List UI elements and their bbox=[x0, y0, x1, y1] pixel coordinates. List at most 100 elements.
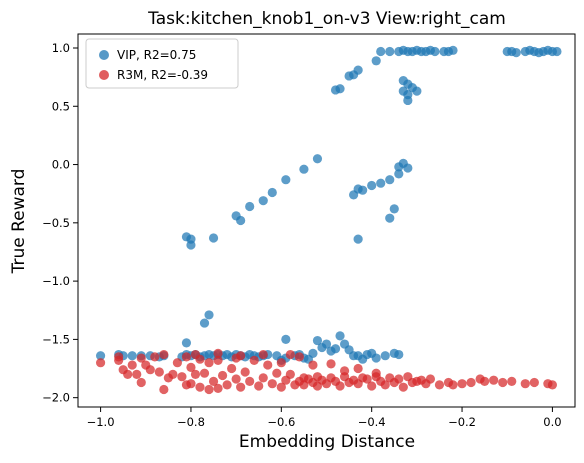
data-point-r3m bbox=[326, 359, 336, 369]
data-point-r3m bbox=[186, 379, 196, 389]
data-point-r3m bbox=[398, 382, 408, 392]
data-point-vip bbox=[353, 234, 363, 244]
data-point-vip bbox=[376, 178, 386, 188]
data-point-r3m bbox=[245, 376, 255, 386]
data-point-r3m bbox=[353, 363, 363, 374]
data-point-vip bbox=[371, 353, 381, 363]
data-point-r3m bbox=[258, 373, 268, 383]
data-point-vip bbox=[430, 46, 440, 57]
data-point-r3m bbox=[371, 368, 381, 378]
data-point-vip bbox=[394, 349, 404, 360]
data-point-vip bbox=[236, 215, 246, 226]
data-point-vip bbox=[403, 163, 413, 173]
data-point-r3m bbox=[159, 384, 169, 395]
data-point-r3m bbox=[272, 368, 282, 378]
data-point-vip bbox=[448, 45, 458, 55]
data-point-r3m bbox=[227, 363, 237, 374]
x-tick-label: −1.0 bbox=[87, 415, 115, 429]
legend-marker-vip bbox=[99, 50, 109, 60]
y-axis-ticks: −2.0 −1.5 −1.0 −0.5 0.0 0.5 1.0 bbox=[42, 41, 78, 405]
data-point-r3m bbox=[240, 367, 250, 377]
data-point-vip bbox=[335, 84, 345, 94]
data-point-r3m bbox=[339, 366, 350, 376]
data-point-vip bbox=[376, 46, 386, 57]
data-point-r3m bbox=[285, 369, 295, 379]
data-point-vip bbox=[312, 335, 323, 346]
x-tick-label: 0.0 bbox=[543, 415, 561, 429]
data-point-r3m bbox=[294, 352, 304, 362]
data-point-r3m bbox=[177, 372, 187, 382]
data-point-vip bbox=[511, 48, 521, 58]
data-point-r3m bbox=[154, 367, 164, 377]
data-point-vip bbox=[358, 185, 368, 195]
legend-label-vip: VIP, R2=0.75 bbox=[117, 48, 196, 62]
data-point-vip bbox=[204, 310, 214, 320]
chart-title: Task:kitchen_knob1_on-v3 View:right_cam bbox=[147, 9, 506, 29]
data-point-vip bbox=[385, 175, 395, 185]
data-point-r3m bbox=[367, 381, 377, 391]
axes-frame bbox=[77, 33, 576, 408]
data-point-vip bbox=[312, 154, 323, 164]
data-point-vip bbox=[552, 46, 562, 57]
data-point-vip bbox=[389, 204, 399, 214]
data-point-r3m bbox=[222, 380, 232, 390]
data-point-r3m bbox=[114, 352, 124, 362]
data-point-vip bbox=[403, 95, 413, 106]
data-point-r3m bbox=[308, 360, 318, 370]
y-tick-label: 0.0 bbox=[52, 158, 70, 172]
data-point-vip bbox=[127, 351, 137, 361]
data-point-vip bbox=[95, 351, 106, 361]
data-point-r3m bbox=[236, 351, 246, 361]
data-point-r3m bbox=[231, 374, 241, 384]
legend-frame bbox=[85, 38, 239, 89]
y-tick-label: −2.0 bbox=[42, 391, 70, 405]
data-point-r3m bbox=[199, 368, 210, 378]
data-point-r3m bbox=[190, 369, 201, 379]
data-point-vip bbox=[330, 344, 341, 354]
data-point-r3m bbox=[362, 374, 372, 384]
data-point-r3m bbox=[159, 349, 169, 360]
y-tick-label: −0.5 bbox=[42, 216, 70, 230]
x-tick-label: −0.4 bbox=[358, 415, 386, 429]
data-point-vip bbox=[299, 164, 309, 174]
x-tick-label: −0.6 bbox=[267, 415, 295, 429]
data-point-r3m bbox=[136, 353, 146, 363]
data-point-vip bbox=[308, 348, 318, 358]
data-point-r3m bbox=[258, 349, 268, 360]
data-point-r3m bbox=[335, 381, 345, 391]
data-point-vip bbox=[394, 169, 404, 179]
data-point-r3m bbox=[150, 352, 160, 362]
data-point-r3m bbox=[123, 369, 133, 379]
legend: VIP, R2=0.75 R3M, R2=-0.39 bbox=[85, 38, 239, 89]
data-point-r3m bbox=[276, 382, 286, 392]
data-point-r3m bbox=[195, 382, 205, 392]
data-points bbox=[95, 45, 562, 395]
y-axis-label: True Reward bbox=[9, 169, 29, 275]
data-point-r3m bbox=[267, 379, 277, 389]
data-point-r3m bbox=[466, 377, 476, 388]
data-point-vip bbox=[371, 56, 381, 66]
data-point-r3m bbox=[276, 358, 286, 368]
data-point-vip bbox=[199, 318, 210, 328]
data-point-vip bbox=[412, 86, 422, 96]
data-point-vip bbox=[208, 233, 219, 243]
data-point-r3m bbox=[285, 349, 295, 360]
data-point-r3m bbox=[249, 355, 259, 365]
data-point-r3m bbox=[394, 374, 404, 384]
data-point-r3m bbox=[520, 379, 530, 389]
data-point-r3m bbox=[236, 382, 246, 392]
legend-label-r3m: R3M, R2=-0.39 bbox=[117, 68, 208, 82]
data-point-r3m bbox=[217, 370, 228, 381]
data-point-r3m bbox=[204, 384, 214, 395]
data-point-vip bbox=[281, 175, 291, 185]
data-point-r3m bbox=[95, 358, 106, 368]
data-point-r3m bbox=[480, 376, 490, 386]
data-point-vip bbox=[335, 331, 345, 341]
plot-area: −1.0 −0.8 −0.6 −0.4 −0.2 0.0 −2.0 −1.5 −1.0 −0.5… bbox=[42, 33, 576, 429]
data-point-vip bbox=[367, 180, 377, 191]
data-point-r3m bbox=[254, 381, 264, 391]
data-point-r3m bbox=[498, 377, 508, 388]
legend-marker-r3m bbox=[99, 70, 109, 80]
data-point-r3m bbox=[213, 348, 223, 358]
y-tick-label: −1.5 bbox=[42, 332, 70, 346]
